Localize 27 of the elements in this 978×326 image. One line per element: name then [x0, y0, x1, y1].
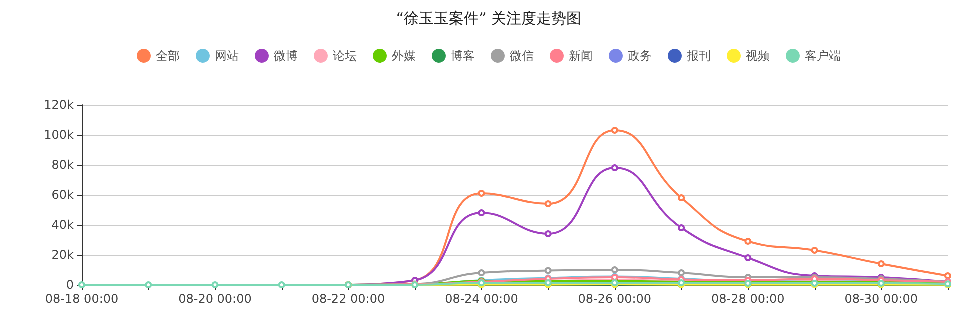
legend-label: 微信: [510, 49, 534, 63]
legend-label: 新闻: [569, 49, 593, 63]
y-tick-label: 120k: [44, 98, 74, 112]
legend-label: 论坛: [333, 49, 357, 63]
x-tick-label: 08-20 00:00: [178, 292, 252, 306]
y-tick-label: 60k: [52, 188, 74, 202]
y-tick-label: 20k: [52, 248, 74, 262]
x-tick-label: 08-28 00:00: [712, 292, 785, 306]
x-tick-label: 08-26 00:00: [578, 292, 652, 306]
legend-label: 视频: [746, 49, 770, 63]
legend-label: 客户端: [805, 49, 841, 63]
y-tick-label: 40k: [52, 218, 74, 232]
y-tick-label: 80k: [52, 158, 74, 172]
y-tick-label: 100k: [44, 128, 74, 142]
legend-label: 博客: [451, 49, 475, 63]
legend-label: 微博: [274, 49, 298, 63]
legend-label: 网站: [215, 49, 239, 63]
x-tick-label: 08-22 00:00: [312, 292, 386, 306]
legend-label: 外媒: [392, 49, 416, 63]
x-tick-label: 08-30 00:00: [844, 292, 918, 306]
legend-label: 报刊: [686, 49, 711, 63]
x-tick-label: 08-18 00:00: [45, 292, 119, 306]
y-tick-label: 0: [66, 278, 74, 292]
legend-label: 全部: [156, 49, 180, 63]
chart-title: “徐玉玉案件” 关注度走势图: [396, 10, 582, 28]
x-tick-label: 08-24 00:00: [445, 292, 518, 306]
legend-label: 政务: [628, 49, 652, 63]
